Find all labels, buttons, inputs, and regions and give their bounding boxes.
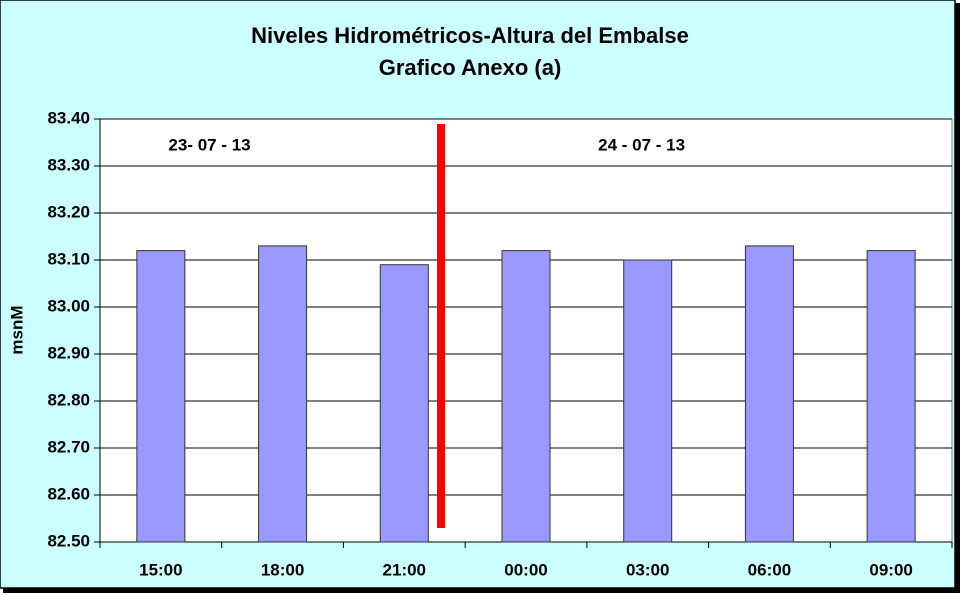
bar bbox=[258, 245, 308, 543]
x-tick-label: 09:00 bbox=[869, 560, 912, 579]
x-tick-label: 18:00 bbox=[261, 560, 304, 579]
bar bbox=[501, 250, 551, 543]
bar bbox=[623, 259, 673, 543]
y-tick-label: 82.50 bbox=[47, 531, 90, 550]
x-tick-label: 15:00 bbox=[139, 560, 182, 579]
bar bbox=[379, 264, 429, 543]
annotation: 24 - 07 - 13 bbox=[598, 135, 685, 154]
bar bbox=[744, 245, 794, 543]
annotation: 23- 07 - 13 bbox=[168, 135, 250, 154]
x-tick-label: 06:00 bbox=[748, 560, 791, 579]
chart-title: Niveles Hidrométricos-Altura del Embalse bbox=[251, 23, 689, 48]
x-tick-label: 03:00 bbox=[626, 560, 669, 579]
y-tick-label: 83.00 bbox=[47, 296, 90, 315]
y-tick-label: 83.40 bbox=[47, 108, 90, 127]
y-axis-label: msnM bbox=[7, 305, 26, 354]
y-tick-label: 83.30 bbox=[47, 155, 90, 174]
y-tick-label: 83.10 bbox=[47, 249, 90, 268]
x-tick-label: 21:00 bbox=[383, 560, 426, 579]
y-tick-label: 82.70 bbox=[47, 437, 90, 456]
bar bbox=[866, 250, 916, 543]
x-tick-label: 00:00 bbox=[504, 560, 547, 579]
bar bbox=[136, 250, 186, 543]
y-tick-label: 82.60 bbox=[47, 484, 90, 503]
y-tick-label: 83.20 bbox=[47, 202, 90, 221]
y-tick-label: 82.80 bbox=[47, 390, 90, 409]
y-tick-label: 82.90 bbox=[47, 343, 90, 362]
chart-subtitle: Grafico Anexo (a) bbox=[379, 55, 562, 80]
